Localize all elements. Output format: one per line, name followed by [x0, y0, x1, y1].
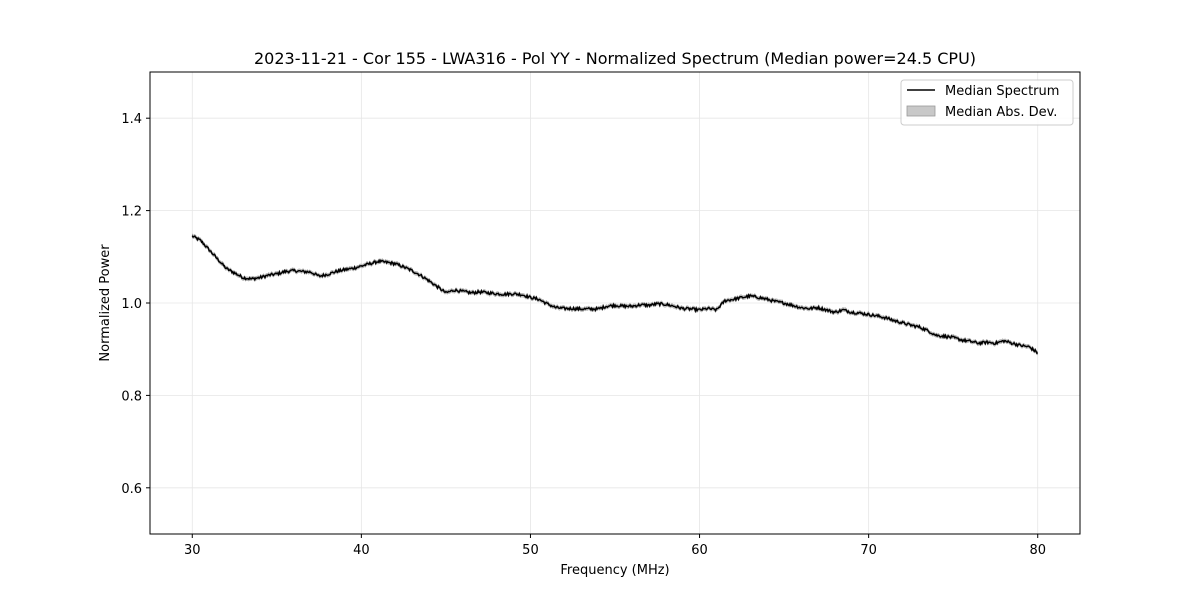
median-spectrum-line [191, 234, 1038, 354]
x-tick-label: 40 [353, 543, 370, 558]
y-tick-label: 1.0 [121, 297, 142, 312]
x-axis-ticks: 30 40 50 60 70 80 [184, 534, 1046, 558]
x-tick-label: 70 [860, 543, 877, 558]
x-tick-label: 50 [522, 543, 539, 558]
y-tick-label: 1.4 [121, 112, 142, 127]
x-axis-label: Frequency (MHz) [560, 563, 669, 578]
x-tick-label: 80 [1029, 543, 1046, 558]
legend-label-mad: Median Abs. Dev. [945, 105, 1057, 120]
chart-title: 2023-11-21 - Cor 155 - LWA316 - Pol YY -… [254, 49, 976, 68]
y-tick-label: 1.2 [121, 205, 142, 220]
legend-label-median-spectrum: Median Spectrum [945, 84, 1059, 99]
y-axis-ticks: 0.6 0.8 1.0 1.2 1.4 [121, 112, 150, 497]
y-tick-label: 0.8 [121, 389, 142, 404]
y-axis-label: Normalized Power [98, 244, 113, 362]
y-tick-label: 0.6 [121, 482, 142, 497]
legend-band-swatch [906, 105, 936, 117]
mad-band [192, 232, 1038, 356]
x-tick-label: 60 [691, 543, 708, 558]
x-tick-label: 30 [184, 543, 201, 558]
legend-box [900, 79, 1074, 126]
legend: Median Spectrum Median Abs. Dev. [900, 79, 1074, 126]
